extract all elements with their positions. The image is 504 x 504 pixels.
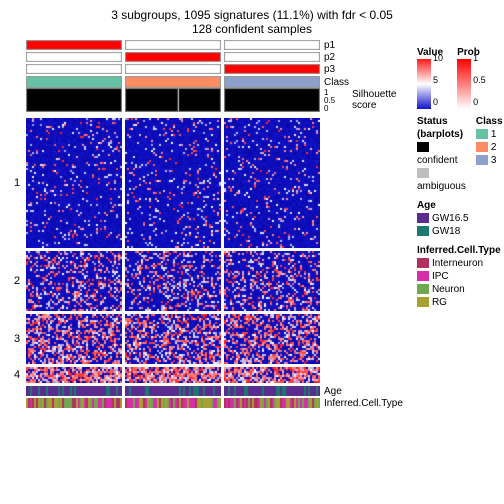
legend-hdr-InferredCellType: Inferred.Cell.Type (417, 244, 503, 257)
track-p2-col2 (224, 52, 320, 62)
legend-item: 3 (476, 154, 503, 167)
legend-item: IPC (417, 270, 503, 283)
legend-item: GW18 (417, 225, 503, 238)
row-ylabel (8, 52, 26, 62)
legend-swatch (417, 142, 429, 152)
track-Silhouettescore-col2 (224, 88, 320, 112)
track-p3-col2 (224, 64, 320, 74)
track-p2-col1 (125, 52, 221, 62)
row-rlabel: Class (320, 76, 349, 88)
track-Silhouettescore-col1 (125, 88, 221, 112)
legend-gradient-Prob: 00.51 (457, 59, 471, 109)
track-Silhouettescore-col0 (26, 88, 122, 112)
bottom-Age-col1 (125, 386, 221, 396)
track-p3-col0 (26, 64, 122, 74)
row-ylabel (8, 398, 26, 408)
legend-swatch (417, 168, 429, 178)
track-Class-col0 (26, 76, 122, 88)
heatmap-group-label-3: 3 (8, 314, 26, 364)
track-p1-col1 (125, 40, 221, 50)
heatmap-g4-col0 (26, 367, 122, 383)
row-rlabel (320, 367, 324, 383)
legend-swatch (417, 284, 429, 294)
row-ylabel (8, 64, 26, 74)
heatmap-g1-col1 (125, 118, 221, 248)
bottom-InferredCellType-col2 (224, 398, 320, 408)
row-rlabel: Age (320, 386, 342, 396)
bottom-Age-col2 (224, 386, 320, 396)
heatmap-group-label-2: 2 (8, 251, 26, 311)
row-ylabel (8, 386, 26, 396)
legend-swatch (417, 271, 429, 281)
bottom-InferredCellType-col1 (125, 398, 221, 408)
row-rlabel: p3 (320, 64, 335, 74)
legend-item: 2 (476, 141, 503, 154)
heatmap-g3-col1 (125, 314, 221, 364)
bottom-InferredCellType-col0 (26, 398, 122, 408)
heatmap-g3-col0 (26, 314, 122, 364)
heatmap-g1-col2 (224, 118, 320, 248)
legend-item: 1 (476, 128, 503, 141)
row-rlabel (320, 314, 324, 364)
row-rlabel: p2 (320, 52, 335, 62)
row-rlabel (320, 118, 324, 248)
legend-swatch (476, 155, 488, 165)
legend-item: confident (417, 141, 466, 167)
legend-item: ambiguous (417, 167, 466, 193)
legend-item: Neuron (417, 283, 503, 296)
track-p3-col1 (125, 64, 221, 74)
legend-swatch (417, 297, 429, 307)
track-Class-col1 (125, 76, 221, 88)
legend-swatch (417, 226, 429, 236)
legend-swatch (476, 142, 488, 152)
heatmap-g4-col1 (125, 367, 221, 383)
legend-swatch (417, 213, 429, 223)
track-Class-col2 (224, 76, 320, 88)
row-ylabel (8, 76, 26, 88)
bottom-Age-col0 (26, 386, 122, 396)
heatmap-g2-col1 (125, 251, 221, 311)
track-p1-col0 (26, 40, 122, 50)
heatmap-g4-col2 (224, 367, 320, 383)
row-rlabel: Inferred.Cell.Type (320, 398, 403, 408)
heatmap-g2-col2 (224, 251, 320, 311)
legend-swatch (476, 129, 488, 139)
title-line-2: 128 confident samples (8, 22, 496, 36)
row-rlabel (320, 251, 324, 311)
heatmap-g3-col2 (224, 314, 320, 364)
row-rlabel: 10.50Silhouettescore (320, 88, 396, 112)
row-rlabel: p1 (320, 40, 335, 50)
heatmap-group-label-4: 4 (8, 367, 26, 383)
legend-gradient-Value: 0510 (417, 59, 431, 109)
track-p1-col2 (224, 40, 320, 50)
row-ylabel (8, 88, 26, 112)
legend-item: RG (417, 296, 503, 309)
heatmap-g1-col0 (26, 118, 122, 248)
track-p2-col0 (26, 52, 122, 62)
heatmap-g2-col0 (26, 251, 122, 311)
legend-hdr-Class: Class (476, 115, 503, 128)
heatmap-group-label-1: 1 (8, 118, 26, 248)
legend-swatch (417, 258, 429, 268)
title-line-1: 3 subgroups, 1095 signatures (11.1%) wit… (8, 8, 496, 22)
plot-area: p1 p2 p3 Class10.50Silhouettescore 123 4 Age In… (8, 40, 496, 408)
legend-item: Interneuron (417, 257, 503, 270)
row-ylabel (8, 40, 26, 50)
legend-hdr-Age: Age (417, 199, 503, 212)
legend-item: GW16.5 (417, 212, 503, 225)
legend: Value0510Prob00.51Status (barplots)confi… (417, 40, 503, 408)
legend-hdr-Statusbarplots: Status (barplots) (417, 115, 466, 141)
